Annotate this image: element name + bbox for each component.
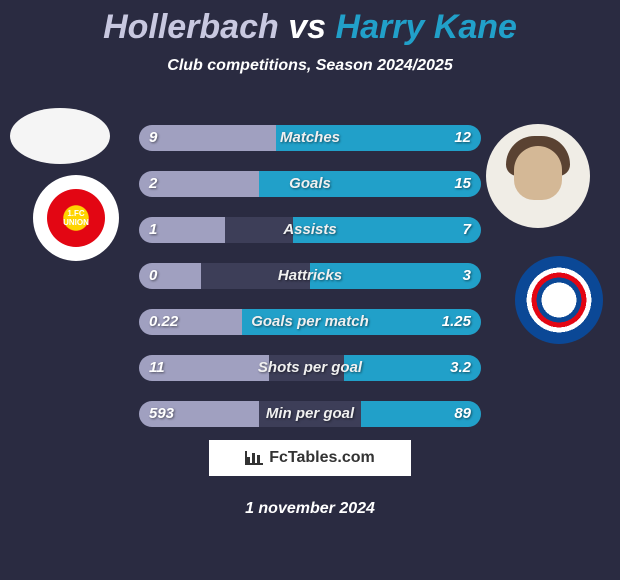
stat-label: Matches — [139, 125, 481, 151]
player1-portrait — [10, 108, 110, 164]
player1-name: Hollerbach — [103, 8, 279, 46]
logo-text: FcTables.com — [269, 449, 375, 467]
stat-label: Min per goal — [139, 401, 481, 427]
stat-row: 03Hattricks — [139, 263, 481, 289]
stat-label: Shots per goal — [139, 355, 481, 381]
stat-row: 113.2Shots per goal — [139, 355, 481, 381]
fctables-logo: FcTables.com — [209, 440, 411, 476]
player2-club-logo — [515, 256, 603, 344]
comparison-title: Hollerbach vs Harry Kane — [0, 0, 620, 47]
player1-club-logo: 1.FCUNION — [33, 175, 119, 261]
stat-row: 0.221.25Goals per match — [139, 309, 481, 335]
stat-label: Goals — [139, 171, 481, 197]
stat-label: Assists — [139, 217, 481, 243]
stat-row: 215Goals — [139, 171, 481, 197]
player2-name: Harry Kane — [336, 8, 517, 46]
union-berlin-badge: 1.FCUNION — [47, 189, 105, 247]
stat-row: 912Matches — [139, 125, 481, 151]
stat-label: Hattricks — [139, 263, 481, 289]
subtitle: Club competitions, Season 2024/2025 — [0, 57, 620, 75]
stat-rows-container: 912Matches 215Goals 17Assists 03Hattricks 0.… — [139, 125, 481, 447]
vs-text: vs — [288, 8, 326, 46]
player2-portrait — [486, 124, 590, 228]
chart-icon — [245, 451, 263, 465]
stat-row: 17Assists — [139, 217, 481, 243]
stat-row: 59389Min per goal — [139, 401, 481, 427]
date-text: 1 november 2024 — [0, 500, 620, 518]
stat-label: Goals per match — [139, 309, 481, 335]
